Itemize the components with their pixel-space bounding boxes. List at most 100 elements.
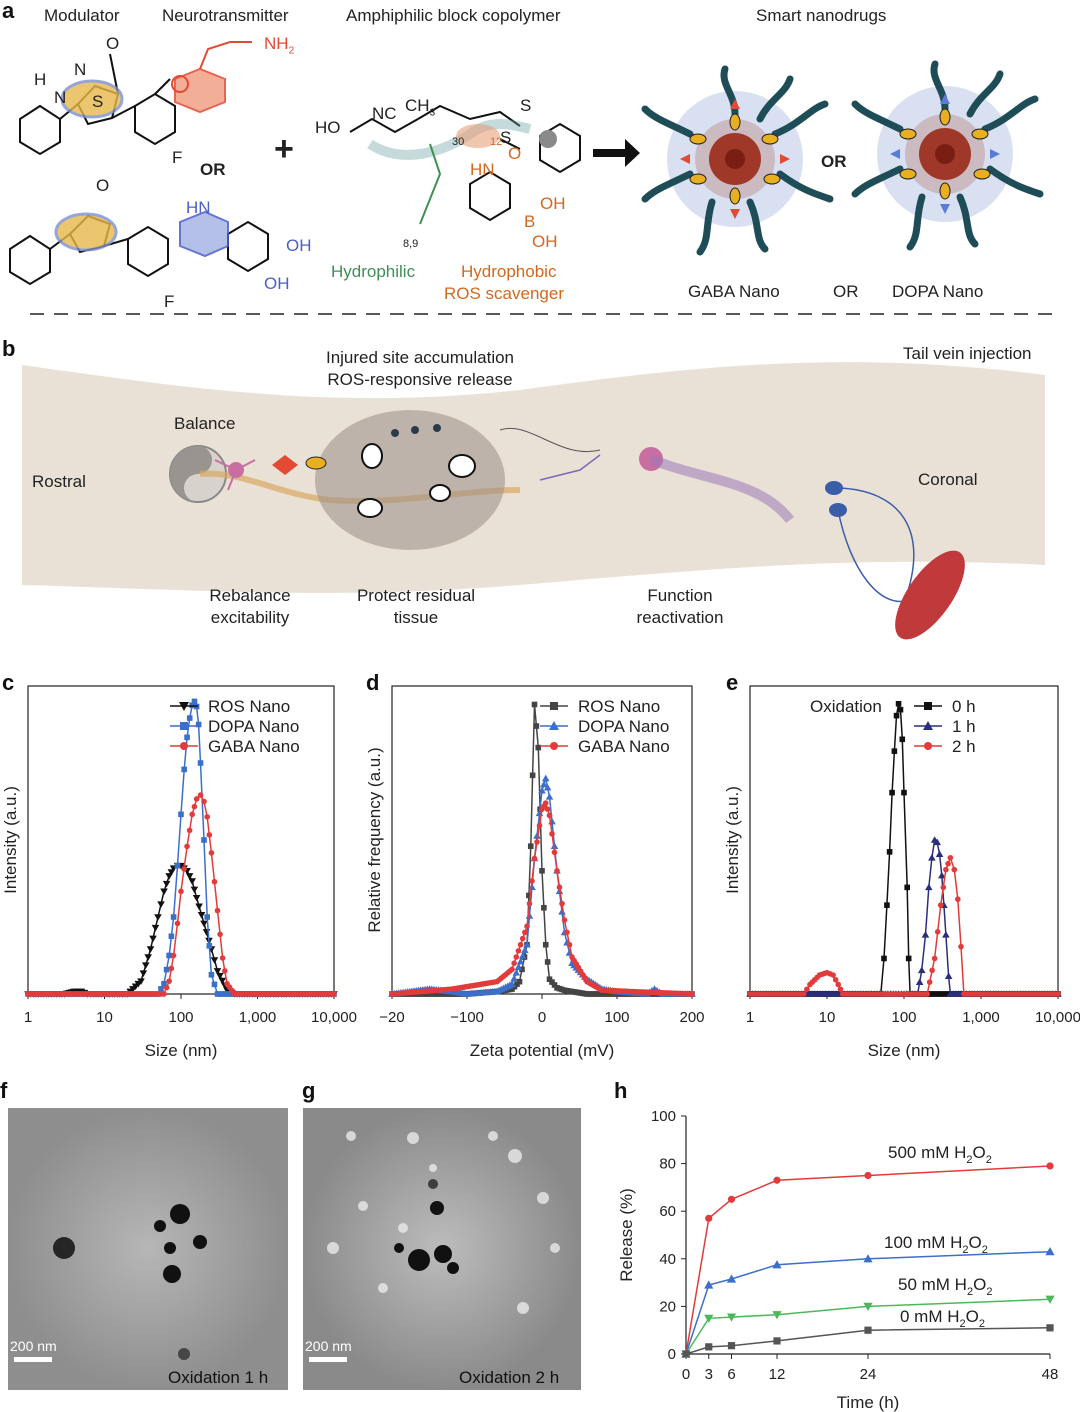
data-point: [521, 946, 529, 954]
data-point: [523, 940, 531, 948]
rostral-label: Rostral: [32, 472, 86, 491]
legend-marker: [179, 702, 189, 711]
data-point: [178, 811, 184, 818]
balance-label: Balance: [174, 414, 236, 433]
tissue-label: tissue: [393, 608, 439, 627]
data-point: [864, 1326, 872, 1334]
series-gaba-nano: [389, 800, 695, 997]
chem-f-bottom: F: [164, 292, 175, 311]
legend-title: Oxidation: [810, 697, 882, 716]
data-point: [924, 991, 930, 997]
data-point: [522, 929, 528, 936]
series-line: [750, 703, 1058, 995]
x-tick-label: 100: [604, 1009, 629, 1026]
chart-d-zeta-potential: −20 −100 0 100 200 Zeta potential (mV) Relativ…: [365, 685, 705, 1060]
data-point: [543, 783, 552, 791]
y-tick-label: 60: [659, 1203, 676, 1220]
data-point: [146, 946, 155, 953]
chem-o-bottom: O: [96, 176, 110, 195]
data-point: [214, 907, 221, 914]
legend-label: 2 h: [952, 737, 976, 756]
data-point: [704, 1314, 714, 1323]
data-point: [727, 1342, 736, 1350]
hydrophobic-core-shape: [60, 79, 124, 119]
copolymer-structure: [349, 104, 581, 222]
hydrophobic-label: Hydrophobic: [461, 262, 557, 281]
injured-site-label: Injured site accumulation: [325, 348, 515, 367]
data-point: [519, 935, 526, 942]
data-point: [534, 839, 540, 845]
series-0-h: [747, 700, 1061, 997]
data-point: [945, 860, 951, 867]
data-point: [219, 955, 226, 961]
data-point: [515, 948, 522, 954]
data-point: [141, 962, 150, 969]
data-point: [689, 991, 695, 997]
scale-bar-label-f: 200 nm: [10, 1338, 57, 1354]
legend-marker: [924, 742, 932, 750]
x-tick-label: 12: [769, 1366, 786, 1383]
y-tick-label: 100: [651, 1108, 676, 1125]
tem-image-oxidation-1h: 200 nm Oxidation 1 h: [8, 1108, 288, 1390]
legend: Oxidation 0 h1 h2 h: [810, 697, 976, 756]
function-label: Function: [647, 586, 713, 605]
legend-label: ROS Nano: [578, 697, 660, 716]
data-point: [863, 1302, 873, 1311]
data-point: [181, 766, 187, 773]
chem-n12: 12: [490, 136, 503, 148]
data-point: [539, 868, 545, 874]
data-point: [937, 902, 944, 908]
chem-n30: 30: [452, 136, 465, 148]
panel-label-b: b: [2, 336, 16, 361]
data-point: [549, 831, 555, 837]
data-point: [564, 929, 570, 936]
x-axis-label: Zeta potential (mV): [470, 1041, 615, 1060]
data-point: [773, 1176, 781, 1184]
muscle-icon: [895, 550, 965, 640]
data-point: [958, 943, 964, 950]
data-point: [526, 892, 532, 899]
x-tick-label: −100: [450, 1009, 484, 1026]
data-point: [163, 984, 170, 991]
right-arrow-icon: [593, 139, 640, 167]
data-point: [170, 914, 177, 920]
series-line: [750, 838, 1058, 995]
data-point: [933, 838, 942, 846]
data-point: [168, 965, 175, 972]
panel-label-f: f: [0, 1078, 8, 1103]
data-point: [891, 748, 898, 754]
data-point: [151, 924, 160, 932]
data-point: [551, 982, 558, 988]
data-point: [512, 969, 521, 976]
data-point: [517, 941, 524, 948]
data-point: [509, 966, 515, 973]
legend-label: GABA Nano: [578, 737, 670, 756]
chem-nh2: NH2: [264, 34, 295, 57]
chem-f-top: F: [172, 148, 183, 167]
series-line: [685, 1327, 1051, 1355]
data-point: [137, 978, 145, 985]
x-tick-label: 1,000: [962, 1009, 1000, 1026]
data-point: [531, 855, 538, 862]
x-tick-label: 10: [819, 1009, 836, 1026]
chem-oh-b2: OH: [532, 232, 558, 251]
caption-f: Oxidation 1 h: [168, 1368, 269, 1387]
chem-oh-2: OH: [264, 274, 290, 293]
series-line: [685, 1298, 1051, 1355]
data-point: [726, 1274, 737, 1283]
copolymer-label: Amphiphilic block copolymer: [346, 6, 561, 25]
legend-label: DOPA Nano: [208, 717, 299, 736]
data-point: [524, 923, 530, 930]
data-point: [158, 986, 164, 992]
data-point: [897, 706, 904, 713]
data-point: [218, 977, 227, 985]
x-tick-label: 0: [682, 1366, 690, 1383]
y-tick-label: 20: [659, 1298, 676, 1315]
data-point: [1055, 991, 1061, 997]
data-point: [544, 959, 551, 965]
x-axis-label: Time (h): [837, 1393, 900, 1412]
data-point: [533, 723, 540, 729]
chem-hn-copolymer: HN: [470, 160, 495, 179]
